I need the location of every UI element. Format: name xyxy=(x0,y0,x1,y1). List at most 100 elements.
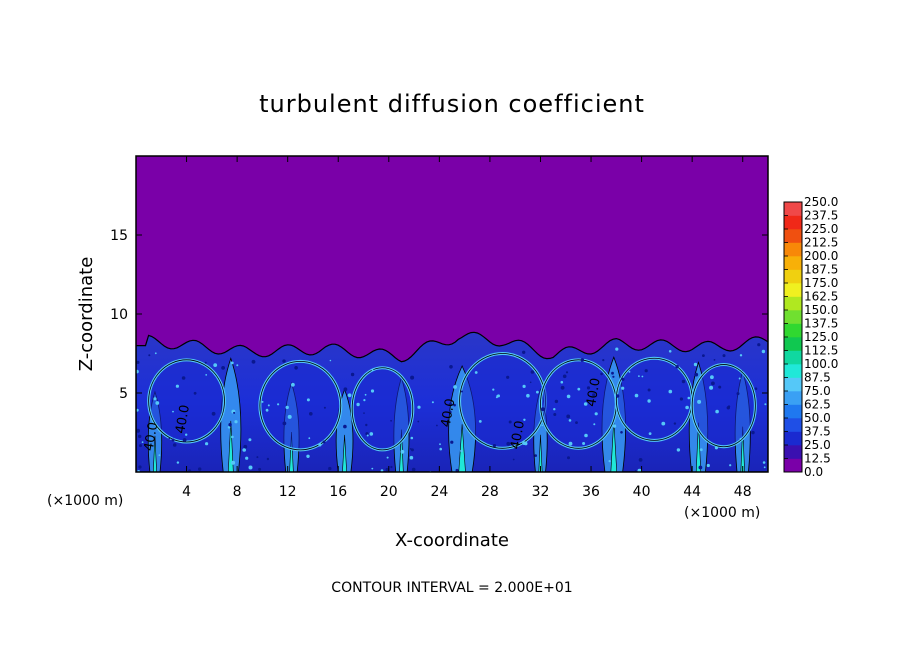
x-tick-label: 20 xyxy=(380,484,398,500)
colorbar-swatch xyxy=(784,323,802,338)
speckle xyxy=(492,388,495,391)
contour-interval-note: CONTOUR INTERVAL = 2.000E+01 xyxy=(331,580,572,596)
speckle xyxy=(356,402,360,407)
speckle xyxy=(722,354,726,358)
speckle xyxy=(172,410,174,413)
colorbar xyxy=(783,201,803,473)
speckle xyxy=(522,384,526,388)
speckle xyxy=(234,420,238,424)
turbulent-field xyxy=(136,331,768,472)
speckle xyxy=(409,448,412,450)
speckle xyxy=(474,371,478,374)
colorbar-tick-label: 12.5 xyxy=(804,452,831,466)
colorbar-tick-label: 100.0 xyxy=(804,357,838,371)
speckle xyxy=(592,393,596,397)
colorbar-swatch xyxy=(784,215,802,230)
speckle xyxy=(205,374,208,376)
speckle xyxy=(138,434,142,439)
speckle xyxy=(602,359,605,362)
speckle xyxy=(575,421,578,424)
speckle xyxy=(580,358,585,362)
speckle xyxy=(727,405,731,408)
speckle xyxy=(282,421,287,426)
speckle xyxy=(762,461,766,464)
speckle xyxy=(506,441,511,446)
speckle xyxy=(181,376,186,380)
colorbar-tick-label: 200.0 xyxy=(804,249,838,263)
colorbar-tick-label: 125.0 xyxy=(804,330,838,344)
speckle xyxy=(364,393,367,396)
speckle xyxy=(417,405,421,409)
y-tick-label: 5 xyxy=(119,386,128,402)
speckle xyxy=(350,372,355,377)
chart-title: turbulent diffusion coefficient xyxy=(259,90,645,118)
speckle xyxy=(308,437,311,440)
plume-core xyxy=(695,422,702,472)
speckle xyxy=(185,433,188,436)
speckle xyxy=(231,460,236,465)
speckle xyxy=(193,391,197,395)
x-tick-label: 48 xyxy=(734,484,752,500)
colorbar-swatch xyxy=(784,242,802,257)
speckle xyxy=(612,424,617,428)
speckle xyxy=(668,350,672,353)
speckle xyxy=(228,423,232,427)
speckle xyxy=(369,432,374,436)
speckle xyxy=(366,434,369,437)
speckle xyxy=(697,399,702,404)
speckle xyxy=(541,407,545,412)
colorbar-swatch xyxy=(784,310,802,324)
speckle xyxy=(154,352,157,355)
eddy xyxy=(538,358,618,450)
speckle xyxy=(713,359,716,361)
eddy xyxy=(458,352,548,450)
colorbar-swatch xyxy=(784,391,802,405)
speckle xyxy=(661,421,666,426)
eddy-contour xyxy=(691,364,756,448)
x-tick-label: 40 xyxy=(633,484,651,500)
speckle xyxy=(541,424,544,427)
speckle xyxy=(534,454,537,457)
speckle xyxy=(347,393,352,398)
speckle xyxy=(328,466,332,471)
speckle xyxy=(711,381,715,386)
speckle xyxy=(267,404,270,407)
contour-label: 40.0 xyxy=(584,377,604,408)
speckle xyxy=(718,385,722,389)
colorbar-swatch xyxy=(784,229,802,243)
speckle xyxy=(386,456,389,459)
colorbar-swatch xyxy=(784,404,802,419)
speckle xyxy=(439,443,441,446)
speckle xyxy=(634,393,639,398)
speckle xyxy=(523,418,526,421)
x-unit-left: (×1000 m) xyxy=(47,493,123,509)
colorbar-tick-label: 87.5 xyxy=(804,371,831,385)
speckle xyxy=(738,377,741,380)
speckle xyxy=(258,467,262,471)
speckle xyxy=(141,441,144,444)
speckle xyxy=(687,396,691,400)
speckle xyxy=(176,461,180,464)
speckle xyxy=(221,366,226,370)
y-tick-label: 15 xyxy=(110,228,128,244)
speckle xyxy=(611,371,614,375)
colorbar-swatch xyxy=(784,431,802,446)
speckle xyxy=(172,443,177,447)
eddy-contour xyxy=(351,367,414,451)
speckle xyxy=(577,387,581,391)
colorbar-tick-label: 150.0 xyxy=(804,303,838,317)
speckle xyxy=(198,467,202,471)
speckle xyxy=(492,444,496,448)
speckle xyxy=(593,423,596,426)
colorbar-swatch xyxy=(784,256,802,270)
speckle xyxy=(638,375,640,377)
speckle xyxy=(524,441,528,446)
x-axis-label: X-coordinate xyxy=(395,530,509,551)
speckle xyxy=(638,458,643,462)
speckle xyxy=(714,446,719,450)
speckle xyxy=(248,465,253,470)
speckle xyxy=(455,468,459,472)
speckle xyxy=(148,354,151,357)
plume-core xyxy=(289,432,294,472)
plume-core xyxy=(458,424,466,472)
